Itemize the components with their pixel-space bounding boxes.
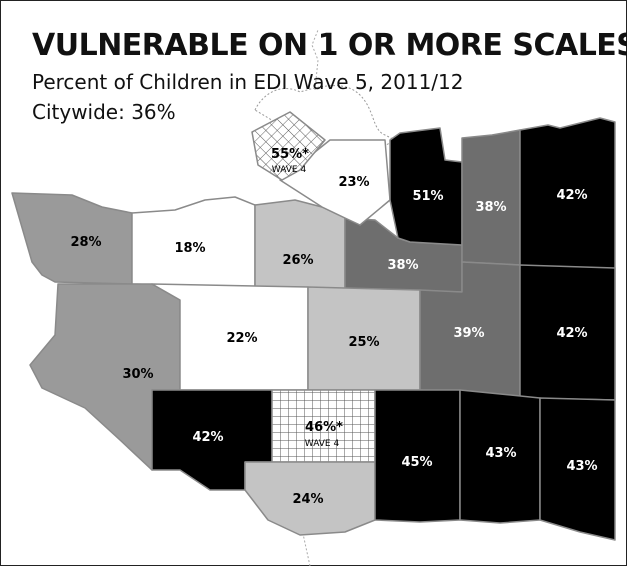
region-fairview	[254, 199, 346, 291]
label-downtown-note: WAVE 4	[272, 165, 307, 175]
label-kensington-cedar-cottage: 39%	[453, 326, 484, 341]
label-downtown: 55%*	[271, 147, 309, 162]
label-fairview: 26%	[282, 253, 313, 268]
label-west-point-grey: 28%	[70, 235, 101, 250]
label-killarney: 43%	[566, 459, 597, 474]
label-grandview-woodland: 38%	[475, 200, 506, 215]
label-dunbar-southlands: 30%	[122, 367, 153, 382]
label-oakridge-note: WAVE 4	[305, 439, 340, 449]
region-victoria-fraserview	[459, 389, 541, 524]
label-arbutus-ridge: 22%	[226, 331, 257, 346]
stanley-park-outline	[254, 85, 397, 161]
region-strathcona	[389, 127, 463, 246]
label-sunset: 45%	[401, 455, 432, 470]
label-victoria-fraserview: 43%	[485, 446, 516, 461]
label-marpole: 24%	[292, 492, 323, 507]
label-strathcona: 51%	[412, 189, 443, 204]
label-west-end: 23%	[338, 175, 369, 190]
region-killarney	[539, 397, 616, 541]
region-grandview-woodland	[461, 129, 521, 266]
label-mount-pleasant: 38%	[387, 258, 418, 273]
label-kerrisdale: 42%	[192, 430, 223, 445]
region-sunset	[374, 389, 461, 523]
label-hastings-sunrise: 42%	[556, 188, 587, 203]
citywide-value: Citywide: 36%	[32, 100, 176, 124]
label-renfrew-collingwood: 42%	[556, 326, 587, 341]
region-downtown	[251, 111, 326, 181]
label-kitsilano: 18%	[174, 241, 205, 256]
label-oakridge: 46%*	[305, 420, 343, 435]
map-title: VULNERABLE ON 1 OR MORE SCALES	[32, 28, 627, 63]
map-subtitle: Percent of Children in EDI Wave 5, 2011/…	[32, 70, 464, 94]
label-riley-park: 25%	[348, 335, 379, 350]
